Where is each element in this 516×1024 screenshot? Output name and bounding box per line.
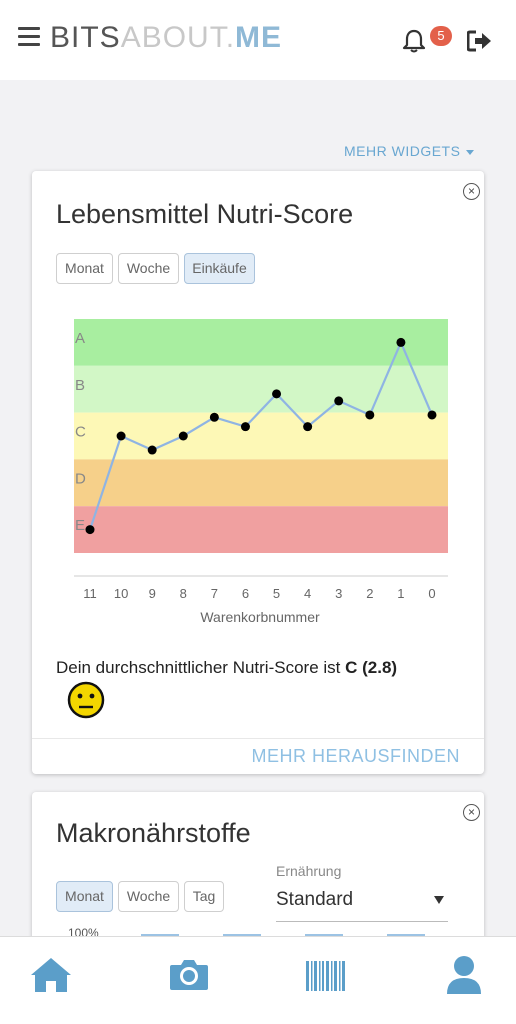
close-widget-icon[interactable]: × <box>463 804 480 821</box>
data-point <box>396 337 406 347</box>
y-band-label: C <box>75 424 86 441</box>
x-tick-label: 10 <box>114 586 128 601</box>
y-band-label: A <box>75 330 85 347</box>
more-widgets-dropdown[interactable]: MEHR WIDGETS <box>344 143 475 159</box>
diet-select[interactable]: Standard <box>276 889 448 922</box>
camera-icon[interactable] <box>169 957 209 991</box>
widget-title: Makronährstoffe <box>56 818 251 848</box>
x-tick-label: 0 <box>428 586 435 601</box>
diet-select-value: Standard <box>276 889 354 910</box>
diet-label: Ernährung <box>276 863 342 879</box>
tab-einkaeufe[interactable]: Einkäufe <box>184 253 255 284</box>
more-widgets-label: MEHR WIDGETS <box>344 143 461 159</box>
summary-text: Dein durchschnittlicher Nutri-Score ist … <box>56 658 397 678</box>
logout-icon[interactable] <box>467 30 493 52</box>
x-tick-label: 11 <box>83 586 97 601</box>
app-logo[interactable]: BITSABOUT.ME <box>50 20 282 56</box>
logo-text-me: ME <box>235 21 283 54</box>
y-band-label: B <box>75 377 85 394</box>
tab-monat[interactable]: Monat <box>56 881 113 912</box>
data-point <box>240 422 250 432</box>
x-tick-label: 4 <box>304 586 311 601</box>
x-tick-label: 9 <box>149 586 156 601</box>
menu-icon[interactable] <box>18 27 40 47</box>
neutral-face-icon <box>67 681 105 719</box>
data-point <box>272 389 282 399</box>
y-band-label: D <box>75 470 86 487</box>
x-axis-title: Warenkorbnummer <box>200 609 320 625</box>
x-tick-label: 3 <box>335 586 342 601</box>
close-widget-icon[interactable]: × <box>463 183 480 200</box>
score-band-e <box>74 506 448 553</box>
x-tick-label: 2 <box>366 586 373 601</box>
score-band-c <box>74 412 448 460</box>
tab-woche[interactable]: Woche <box>118 253 179 284</box>
data-point <box>365 410 375 420</box>
notification-badge[interactable]: 5 <box>430 26 452 46</box>
x-tick-label: 5 <box>273 586 280 601</box>
barcode-icon[interactable] <box>306 961 346 991</box>
data-point <box>147 445 157 455</box>
score-band-b <box>74 365 448 413</box>
data-point <box>427 410 437 420</box>
dropdown-arrow-icon <box>434 896 444 904</box>
score-band-d <box>74 459 448 507</box>
data-point <box>209 412 219 422</box>
app-header: BITSABOUT.ME 5 <box>0 0 516 80</box>
x-tick-label: 8 <box>180 586 187 601</box>
widget-title: Lebensmittel Nutri-Score <box>56 199 354 229</box>
logo-text-about: ABOUT. <box>120 21 236 54</box>
data-point <box>116 431 126 441</box>
data-point <box>85 525 95 535</box>
data-point <box>334 396 344 406</box>
tab-woche[interactable]: Woche <box>118 881 179 912</box>
summary-label: Dein durchschnittlicher Nutri-Score ist <box>56 658 341 677</box>
tab-tag[interactable]: Tag <box>184 881 224 912</box>
bottom-navigation <box>0 936 516 1024</box>
card-divider <box>32 738 484 739</box>
y-band-label: E <box>75 517 85 534</box>
nutri-score-widget: × Lebensmittel Nutri-Score Monat Woche E… <box>32 171 484 774</box>
data-point <box>303 422 313 432</box>
find-more-link[interactable]: MEHR HERAUSFINDEN <box>251 746 460 766</box>
tab-monat[interactable]: Monat <box>56 253 113 284</box>
summary-score: C (2.8) <box>345 658 398 677</box>
x-tick-label: 7 <box>211 586 218 601</box>
data-point <box>178 431 188 441</box>
caret-down-icon <box>466 149 475 155</box>
series-line <box>88 339 434 530</box>
home-icon[interactable] <box>29 956 73 994</box>
user-icon[interactable] <box>446 955 482 995</box>
score-band-a <box>74 319 448 366</box>
x-tick-label: 1 <box>397 586 404 601</box>
x-tick-label: 6 <box>242 586 249 601</box>
bell-icon[interactable] <box>401 28 427 54</box>
logo-text-bits: BITS <box>50 21 121 54</box>
